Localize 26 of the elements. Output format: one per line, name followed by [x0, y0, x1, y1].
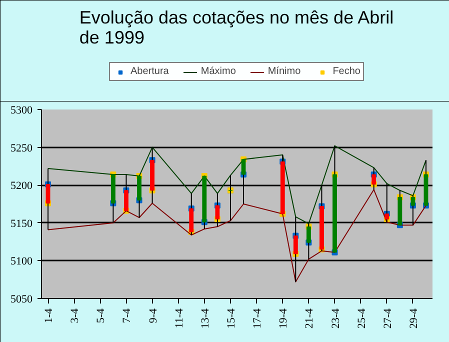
y-tick-label: 5150: [10, 218, 33, 230]
x-tick-label: 7-4: [121, 308, 134, 324]
x-tick-label: 29-4: [408, 308, 420, 329]
chart-title: Evolução das cotações no mês de Abril de 1999: [79, 8, 394, 48]
x-tick-label: 15-4: [225, 308, 238, 329]
y-tick-label: 5200: [10, 180, 33, 192]
x-tick-label: 19-4: [278, 308, 290, 329]
x-tick-label: 21-4: [304, 308, 316, 329]
x-tick-label: 1-4: [43, 308, 56, 324]
legend-label: Fecho: [332, 66, 360, 77]
x-tick-label: 23-4: [330, 308, 342, 329]
x-tick-label: 17-4: [252, 308, 264, 329]
x-tick-label: 11-4: [173, 308, 186, 328]
x-tick-label: 5-4: [95, 308, 108, 324]
legend-label: Máximo: [200, 66, 236, 77]
x-tick-label: 25-4: [356, 308, 368, 329]
y-tick-label: 5100: [10, 256, 33, 268]
y-tick-label: 5050: [10, 294, 33, 306]
legend-label: Mínimo: [268, 66, 301, 77]
x-tick-label: 27-4: [382, 308, 394, 329]
x-tick-label: 13-4: [199, 308, 212, 329]
y-tick-label: 5250: [10, 142, 33, 154]
x-tick-label: 3-4: [69, 308, 82, 324]
legend-label: Abertura: [130, 66, 169, 77]
x-tick-label: 9-4: [147, 308, 160, 324]
y-tick-label: 5300: [10, 104, 33, 116]
